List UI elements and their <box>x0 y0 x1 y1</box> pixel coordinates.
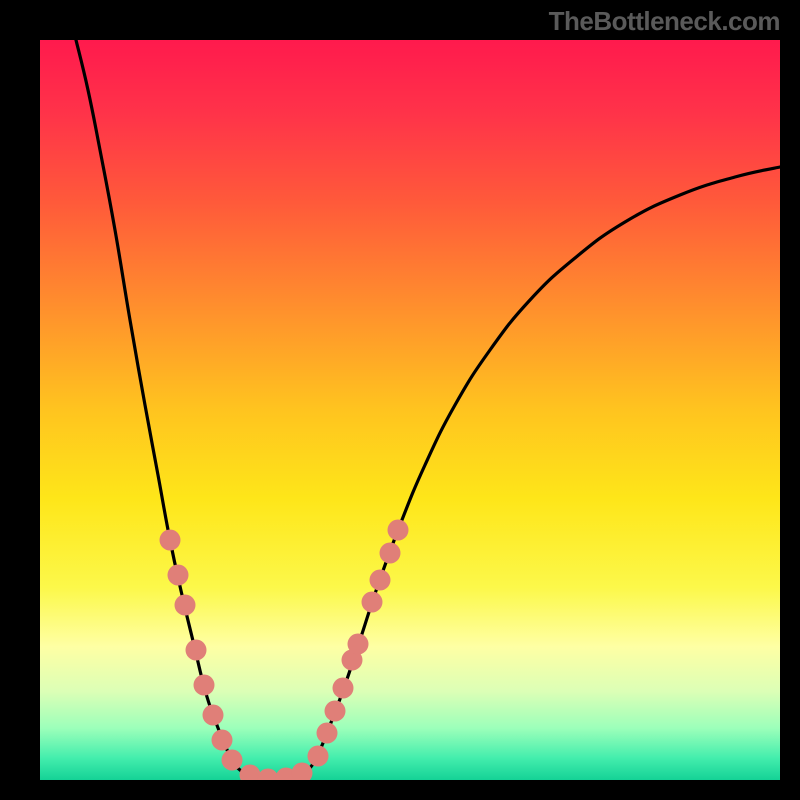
curve-dot <box>370 570 391 591</box>
curve-dot <box>212 730 233 751</box>
curve-dot <box>333 678 354 699</box>
curve-dot <box>317 723 338 744</box>
curve-dot <box>325 701 346 722</box>
curve-dot <box>203 705 224 726</box>
frame-mask <box>0 0 800 40</box>
curve-dot <box>160 530 181 551</box>
gradient-background <box>40 40 780 780</box>
curve-dot <box>348 634 369 655</box>
frame-mask <box>780 0 800 800</box>
curve-dot <box>388 520 409 541</box>
curve-dot <box>362 592 383 613</box>
frame-mask <box>0 0 40 800</box>
frame-mask <box>0 780 800 800</box>
curve-dot <box>186 640 207 661</box>
curve-dot <box>222 750 243 771</box>
curve-dot <box>175 595 196 616</box>
curve-dot <box>380 543 401 564</box>
curve-dot <box>194 675 215 696</box>
curve-dot <box>308 746 329 767</box>
curve-dot <box>168 565 189 586</box>
bottleneck-chart <box>0 0 800 800</box>
